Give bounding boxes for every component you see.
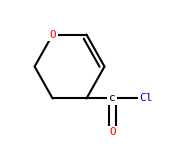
Text: O: O bbox=[49, 30, 56, 40]
Text: c: c bbox=[109, 93, 116, 103]
Text: O: O bbox=[109, 127, 116, 137]
Text: Cl: Cl bbox=[140, 93, 153, 103]
